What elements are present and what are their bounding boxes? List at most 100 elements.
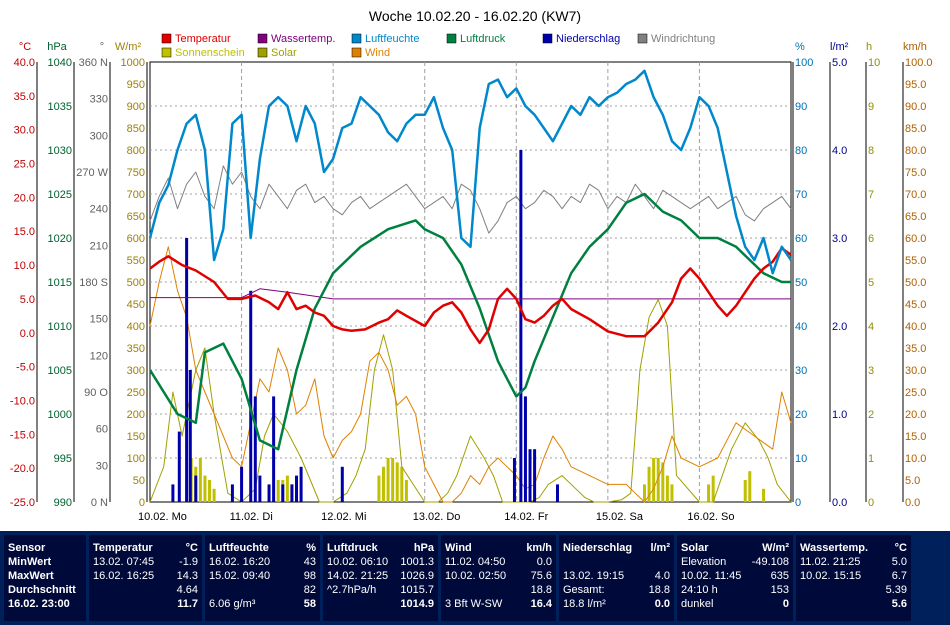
axis-tick-pressure: 1020: [48, 233, 72, 245]
wind-unit: km/h: [526, 542, 552, 554]
axis-tick-pressure: 990: [54, 497, 72, 509]
axis-tick-temp: -10.0: [10, 395, 35, 407]
axis-tick-temp: 20.0: [14, 192, 35, 204]
axis-tick-pressure: 1040: [48, 57, 72, 69]
water-max-time: 10.02. 15:15: [800, 570, 862, 582]
stats-wind-box: Wind km/h 11.02. 04:50 0.0 10.02. 02:50 75.…: [441, 535, 556, 621]
bar-sunshine: [395, 462, 399, 502]
axis-tick-pressure: 995: [54, 453, 72, 465]
stats-pressure-box: Luftdruck hPa 10.02. 06:10 1001.3 14.02. 2…: [323, 535, 438, 621]
axis-tick-pressure: 1010: [48, 321, 72, 333]
temp-max: 14.3: [176, 570, 198, 582]
bar-sunshine: [386, 458, 390, 502]
axis-tick-solar: 100: [127, 453, 145, 465]
humidity-max-time: 15.02. 09:40: [209, 570, 271, 582]
bar-precip: [267, 484, 271, 502]
axis-tick-wind: 75.0: [905, 167, 926, 179]
axis-tick-temp: -15.0: [10, 429, 35, 441]
bar-precip: [230, 484, 234, 502]
wind-current: 16.4: [530, 598, 552, 610]
bar-precip: [253, 396, 257, 502]
axis-tick-precip: 0.0: [832, 497, 847, 509]
axis-tick-sunshine: 5: [868, 277, 874, 289]
weather-chart: Woche 10.02.20 - 16.02.20 (KW7) Temperat…: [10, 8, 933, 523]
axis-tick-wind_dir: 0 N: [91, 497, 108, 509]
series-line-pressure: [148, 192, 791, 451]
axis-tick-temp: 15.0: [14, 226, 35, 238]
solar-sun-value: 153: [770, 584, 789, 596]
axis-tick-humidity: 100: [795, 57, 813, 69]
axis-tick-precip: 5.0: [832, 57, 847, 69]
water-max: 6.7: [891, 570, 907, 582]
bar-precip: [340, 466, 344, 502]
stats-precip-box: Niederschlag l/m² 13.02. 19:15 4.0 Gesamt:…: [559, 535, 674, 621]
axis-tick-wind: 90.0: [905, 101, 926, 113]
axis-tick-solar: 550: [127, 255, 145, 267]
axis-unit-wind_dir: °: [100, 41, 104, 53]
wind-title: Wind: [445, 542, 472, 554]
axis-tick-solar: 400: [127, 321, 145, 333]
bar-precip: [272, 396, 276, 502]
stats-water-box: Wassertemp. °C 11.02. 21:25 5.0 10.02. 15:…: [796, 535, 911, 621]
temp-avg: 4.64: [176, 584, 198, 596]
bar-sunshine: [647, 466, 651, 502]
legend-swatch-pressure: [446, 33, 457, 44]
axis-tick-humidity: 70: [795, 189, 807, 201]
pressure-unit: hPa: [413, 542, 434, 554]
axis-tick-humidity: 10: [795, 453, 807, 465]
axis-tick-solar: 850: [127, 123, 145, 135]
axis-tick-precip: 1.0: [832, 409, 847, 421]
bar-sunshine: [642, 484, 646, 502]
precip-unit: l/m²: [650, 542, 670, 554]
x-label: 12.02. Mi: [321, 511, 366, 523]
axis-unit-wind: km/h: [903, 41, 927, 53]
solar-elev: -49.108: [751, 556, 789, 568]
axis-unit-precip: l/m²: [830, 41, 849, 53]
x-label: 14.02. Fr: [504, 511, 548, 523]
axis-tick-wind: 30.0: [905, 365, 926, 377]
temp-min: -1.9: [179, 556, 198, 568]
humidity-min-time: 16.02. 16:20: [209, 556, 271, 568]
series-line-wind: [149, 246, 792, 503]
stats-sensor-box: Sensor MinWert MaxWert Durchschnitt 16.0…: [4, 535, 86, 621]
bar-sunshine: [198, 458, 202, 502]
axis-tick-wind: 40.0: [905, 321, 926, 333]
axis-tick-pressure: 1000: [48, 409, 72, 421]
axis-tick-solar: 600: [127, 233, 145, 245]
humidity-abs: 6.06 g/m³: [209, 598, 256, 610]
bar-sunshine: [203, 475, 207, 502]
axis-tick-wind: 95.0: [905, 79, 926, 91]
min-label: MinWert: [8, 556, 52, 568]
temp-min-time: 13.02. 07:45: [93, 556, 155, 568]
series-line-water_temp: [150, 288, 791, 300]
bar-sunshine: [670, 484, 674, 502]
humidity-title: Luftfeuchte: [209, 542, 269, 554]
bar-sunshine: [391, 458, 395, 502]
water-current: 5.6: [891, 598, 907, 610]
axis-tick-solar: 350: [127, 343, 145, 355]
x-label: 11.02. Di: [230, 511, 273, 523]
solar-current: 0: [782, 598, 789, 610]
axis-tick-sunshine: 8: [868, 145, 874, 157]
axis-tick-sunshine: 10: [868, 57, 880, 69]
legend-label-solar: Solar: [271, 47, 297, 59]
axis-tick-pressure: 1025: [48, 189, 72, 201]
axis-tick-wind: 20.0: [905, 409, 926, 421]
axis-tick-temp: 10.0: [14, 260, 35, 272]
water-unit: °C: [894, 542, 907, 554]
axis-tick-solar: 500: [127, 277, 145, 289]
axis-tick-pressure: 1015: [48, 277, 72, 289]
wind-avg: 18.8: [530, 584, 552, 596]
axis-tick-solar: 150: [127, 431, 145, 443]
legend-swatch-temperature: [161, 33, 172, 44]
axis-tick-solar: 750: [127, 167, 145, 179]
solar-max-time: 10.02. 11:45: [681, 570, 742, 582]
axis-tick-solar: 300: [127, 365, 145, 377]
axis-tick-sunshine: 7: [868, 189, 874, 201]
axis-unit-pressure: hPa: [47, 41, 67, 53]
axis-tick-temp: 5.0: [20, 294, 35, 306]
axis-tick-precip: 4.0: [832, 145, 847, 157]
axis-tick-wind: 10.0: [905, 453, 926, 465]
stats-solar-box: Solar W/m² Elevation -49.108 10.02. 11:45 6…: [677, 535, 793, 621]
axis-tick-solar: 800: [127, 145, 145, 157]
